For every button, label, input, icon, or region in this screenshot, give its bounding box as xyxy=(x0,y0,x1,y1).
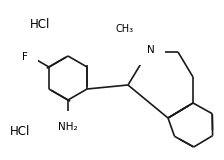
Text: N: N xyxy=(147,45,155,55)
Text: CH₃: CH₃ xyxy=(116,24,134,34)
Text: HCl: HCl xyxy=(30,18,50,31)
Text: F: F xyxy=(22,52,28,62)
Text: NH₂: NH₂ xyxy=(58,122,78,132)
Text: HCl: HCl xyxy=(10,125,30,138)
